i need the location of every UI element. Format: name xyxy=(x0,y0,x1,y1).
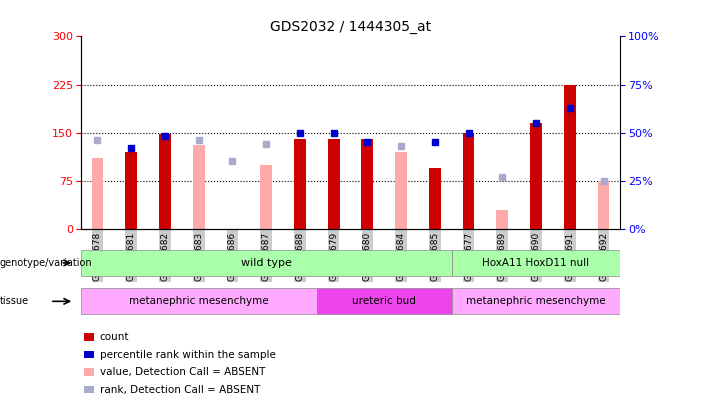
Title: GDS2032 / 1444305_at: GDS2032 / 1444305_at xyxy=(270,20,431,34)
Bar xyxy=(496,210,508,229)
Bar xyxy=(84,333,94,341)
Text: count: count xyxy=(100,332,129,342)
Bar xyxy=(84,386,94,393)
Text: value, Detection Call = ABSENT: value, Detection Call = ABSENT xyxy=(100,367,265,377)
Bar xyxy=(193,145,205,229)
Bar xyxy=(429,168,441,229)
Text: tissue: tissue xyxy=(0,296,29,306)
Text: metanephric mesenchyme: metanephric mesenchyme xyxy=(466,296,606,306)
Bar xyxy=(564,85,576,229)
Bar xyxy=(317,288,451,314)
Bar xyxy=(294,139,306,229)
Text: metanephric mesenchyme: metanephric mesenchyme xyxy=(129,296,268,306)
Text: genotype/variation: genotype/variation xyxy=(0,258,93,268)
Text: percentile rank within the sample: percentile rank within the sample xyxy=(100,350,275,360)
Bar xyxy=(81,288,317,314)
Bar xyxy=(463,133,475,229)
Text: ureteric bud: ureteric bud xyxy=(353,296,416,306)
Bar xyxy=(328,139,339,229)
Bar xyxy=(260,165,272,229)
Bar xyxy=(81,250,451,276)
Text: wild type: wild type xyxy=(240,258,292,268)
Text: HoxA11 HoxD11 null: HoxA11 HoxD11 null xyxy=(482,258,590,268)
Bar xyxy=(598,181,609,229)
Bar xyxy=(92,158,103,229)
Bar xyxy=(451,288,620,314)
Bar xyxy=(159,134,171,229)
Bar xyxy=(125,152,137,229)
Bar xyxy=(451,250,620,276)
Bar xyxy=(84,369,94,376)
Bar xyxy=(362,139,373,229)
Bar xyxy=(84,351,94,358)
Text: rank, Detection Call = ABSENT: rank, Detection Call = ABSENT xyxy=(100,385,260,394)
Bar xyxy=(395,152,407,229)
Bar xyxy=(530,123,542,229)
